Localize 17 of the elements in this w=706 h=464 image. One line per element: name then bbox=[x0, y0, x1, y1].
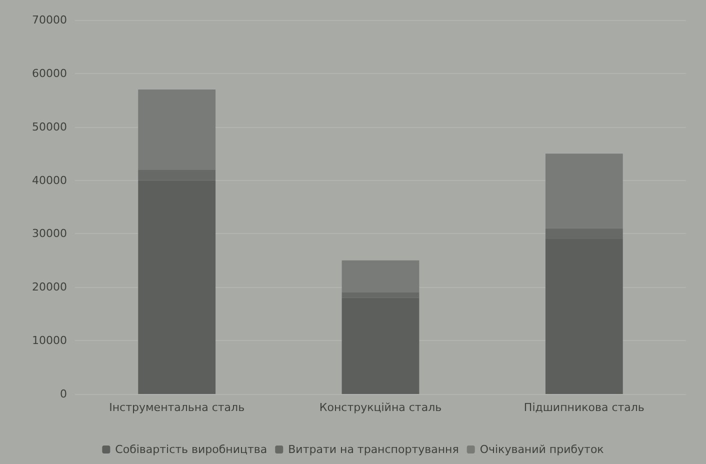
x-tick-label: Інструментальна сталь bbox=[109, 401, 245, 414]
y-tick-label: 70000 bbox=[32, 14, 67, 26]
legend-label: Очікуваний прибуток bbox=[480, 443, 604, 456]
bar bbox=[342, 260, 420, 292]
y-tick-label: 30000 bbox=[32, 227, 67, 240]
x-tick-label: Конструкційна сталь bbox=[319, 401, 442, 414]
bar bbox=[138, 89, 216, 170]
y-tick-label: 0 bbox=[60, 388, 67, 400]
bar bbox=[545, 154, 623, 228]
y-tick-label: 40000 bbox=[32, 174, 67, 187]
y-tick-label: 60000 bbox=[32, 66, 67, 80]
legend-label: Витрати на транспортування bbox=[288, 443, 459, 456]
legend-label: Собівартість виробництва bbox=[115, 443, 268, 456]
y-tick-label: 50000 bbox=[32, 120, 67, 134]
x-tick-label: Підшипникова сталь bbox=[524, 401, 644, 414]
y-tick-label: 20000 bbox=[32, 280, 67, 294]
y-tick-label: 10000 bbox=[32, 334, 67, 348]
